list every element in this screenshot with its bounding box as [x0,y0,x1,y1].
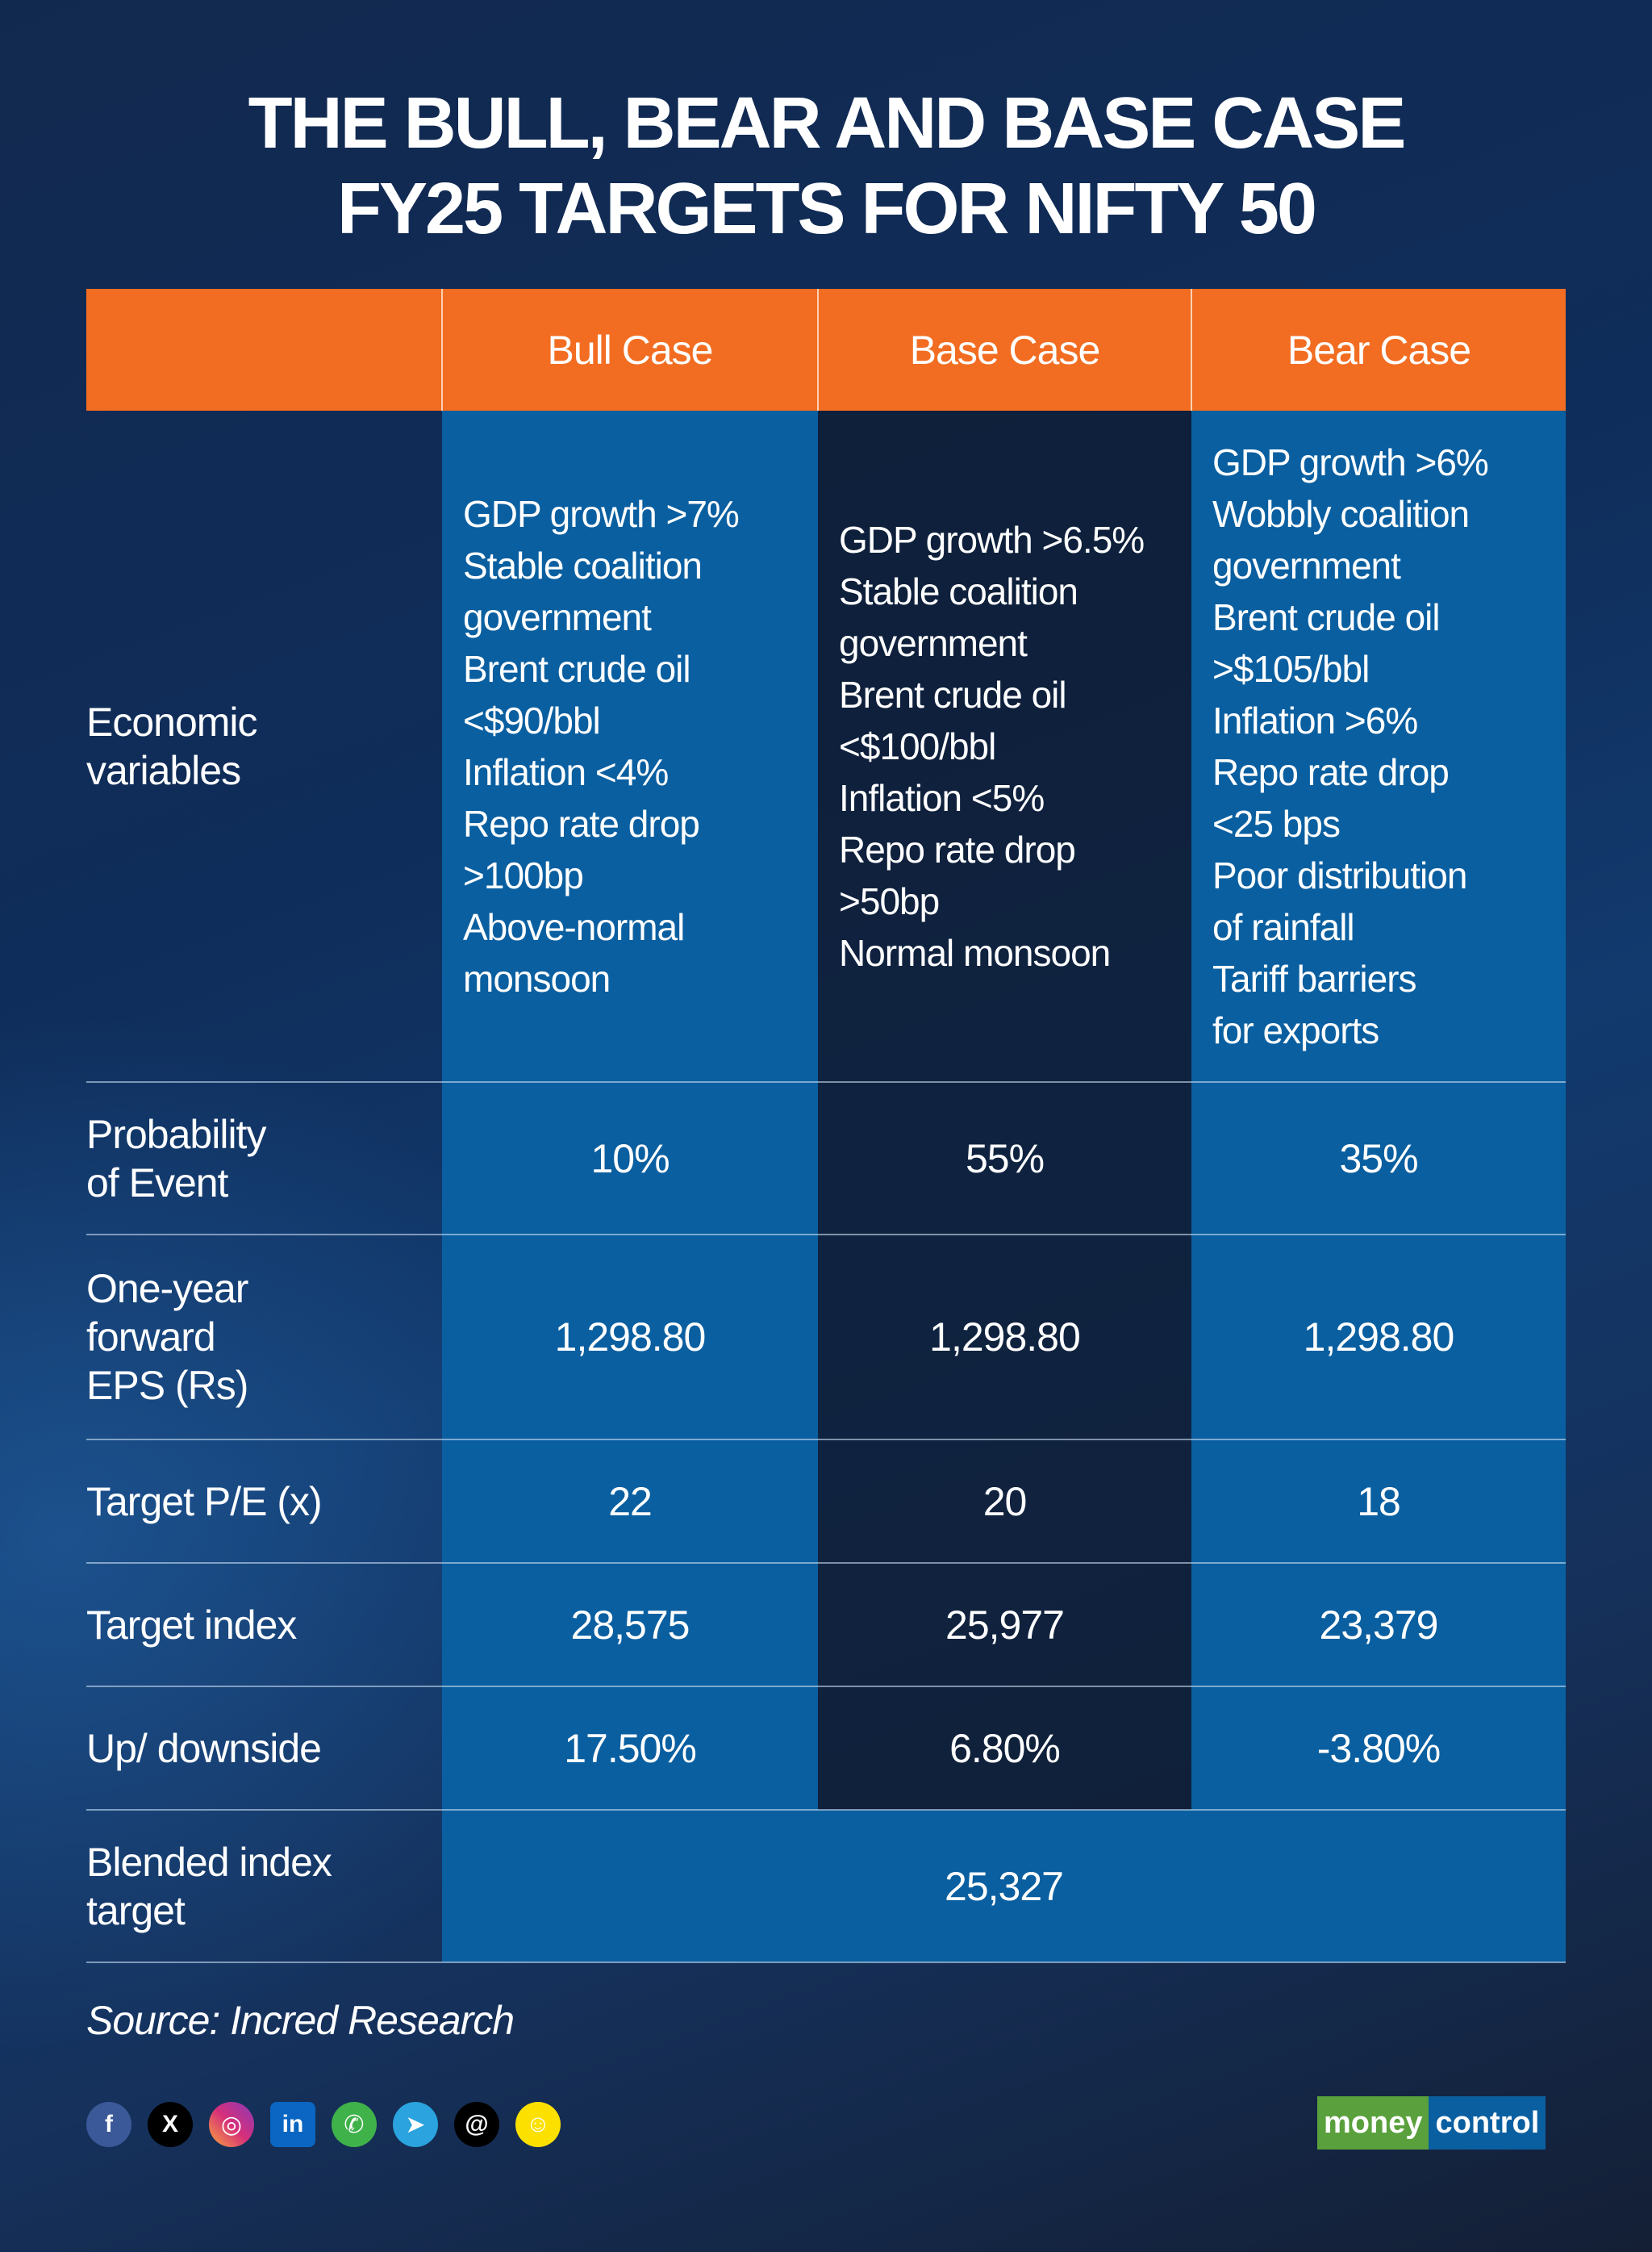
label-line: target [86,1887,186,1933]
row-probability: Probability of Event 10% 55% 35% [86,1082,1566,1235]
header-empty [86,289,442,411]
snapchat-icon[interactable]: ☺ [515,2102,561,2147]
social-icons: f X ◎ in ✆ ➤ @ ☺ [86,2102,561,2147]
cell-value: 28,575 [442,1563,818,1687]
econ-line: <$90/bbl [463,699,601,742]
row-label: Target P/E (x) [86,1439,442,1564]
econ-line: >100bp [463,854,584,896]
row-label: Economic variables [86,411,442,1083]
label-line: Probability [86,1111,266,1157]
instagram-icon[interactable]: ◎ [209,2102,254,2147]
row-eps: One-year forward EPS (Rs) 1,298.80 1,298.8… [86,1235,1566,1440]
cell-value: 25,977 [818,1563,1191,1687]
econ-line: Tariff barriers [1212,957,1417,1000]
whatsapp-icon[interactable]: ✆ [332,2102,377,2147]
econ-line: Inflation <5% [839,776,1045,819]
cell-value: 35% [1191,1082,1566,1235]
label-line: EPS (Rs) [86,1363,248,1408]
econ-line: government [463,595,652,638]
logo-part-control: control [1429,2096,1546,2150]
row-label: Up/ downside [86,1686,442,1811]
econ-line: for exports [1212,1009,1379,1051]
row-label: Probability of Event [86,1082,442,1235]
econ-line: Stable coalition [839,570,1078,612]
title-line-1: THE BULL, BEAR AND BASE CASE [248,83,1407,164]
row-label: Target index [86,1563,442,1687]
econ-line: Repo rate drop [1212,750,1450,793]
cell-value: 17.50% [442,1686,818,1811]
econ-line: government [1212,544,1401,587]
row-updown: Up/ downside 17.50% 6.80% -3.80% [86,1686,1566,1811]
econ-line: Stable coalition [463,544,703,587]
page-title: THE BULL, BEAR AND BASE CASE FY25 TARGET… [86,81,1566,252]
cell-value: 10% [442,1082,818,1235]
econ-line: Above-normal [463,905,685,948]
header-base: Base Case [817,289,1191,411]
cell-value: 20 [818,1439,1191,1564]
cell-value: -3.80% [1191,1686,1566,1811]
cell-value: 1,298.80 [818,1235,1191,1440]
econ-line: Brent crude oil [1212,595,1441,638]
econ-line: <$100/bbl [839,725,996,767]
econ-line: Normal monsoon [839,931,1111,974]
cell-econ-base: GDP growth >6.5% Stable coalition governme… [818,411,1191,1083]
label-line: One-year [86,1266,248,1311]
econ-line: Brent crude oil [463,647,691,690]
linkedin-icon[interactable]: in [270,2102,315,2147]
econ-line: GDP growth >6% [1212,441,1489,483]
row-economic: Economic variables GDP growth >7% Stable c… [86,411,1566,1083]
label-line: forward [86,1314,216,1360]
econ-line: monsoon [463,957,611,1000]
title-line-2: FY25 TARGETS FOR NIFTY 50 [337,169,1317,249]
econ-line: Inflation <4% [463,750,669,793]
econ-line: of rainfall [1212,905,1355,948]
econ-line: Brent crude oil [839,673,1067,716]
header-bear: Bear Case [1191,289,1566,411]
cell-value: 23,379 [1191,1563,1566,1687]
econ-line: Poor distribution [1212,854,1467,896]
cell-value: 1,298.80 [1191,1235,1566,1440]
cell-blended-value: 25,327 [442,1810,1566,1963]
source-note: Source: Incred Research [86,1998,515,2043]
header-row: Bull Case Base Case Bear Case [86,289,1566,411]
label-line: of Event [86,1159,228,1205]
telegram-icon[interactable]: ➤ [393,2102,438,2147]
econ-line: government [839,621,1028,664]
cell-value: 18 [1191,1439,1566,1564]
moneycontrol-logo: money control [1317,2096,1546,2150]
label-line: Economic [86,699,258,745]
label-line: variables [86,747,241,793]
econ-line: GDP growth >7% [463,492,740,535]
threads-icon[interactable]: @ [454,2102,499,2147]
cell-value: 22 [442,1439,818,1564]
cell-econ-bull: GDP growth >7% Stable coalition government… [442,411,818,1083]
header-bull: Bull Case [441,289,818,411]
cell-econ-bear: GDP growth >6% Wobbly coalition government… [1191,411,1566,1083]
x-icon[interactable]: X [148,2102,193,2147]
row-blended: Blended index target 25,327 [86,1810,1566,1963]
logo-part-money: money [1317,2096,1429,2150]
econ-line: Repo rate drop [463,802,700,845]
cell-value: 6.80% [818,1686,1191,1811]
row-pe: Target P/E (x) 22 20 18 [86,1439,1566,1564]
econ-line: <25 bps [1212,802,1341,845]
econ-line: Inflation >6% [1212,699,1418,742]
scenario-table: Bull Case Base Case Bear Case Economic va… [86,289,1566,1963]
row-target-index: Target index 28,575 25,977 23,379 [86,1563,1566,1687]
cell-value: 55% [818,1082,1191,1235]
econ-line: >$105/bbl [1212,647,1370,690]
label-line: Blended index [86,1839,332,1885]
econ-line: Repo rate drop [839,828,1076,871]
cell-value: 1,298.80 [442,1235,818,1440]
econ-line: >50bp [839,879,940,922]
row-label: Blended index target [86,1810,442,1963]
econ-line: Wobbly coalition [1212,492,1470,535]
row-label: One-year forward EPS (Rs) [86,1235,442,1440]
facebook-icon[interactable]: f [86,2102,131,2147]
econ-line: GDP growth >6.5% [839,518,1145,561]
